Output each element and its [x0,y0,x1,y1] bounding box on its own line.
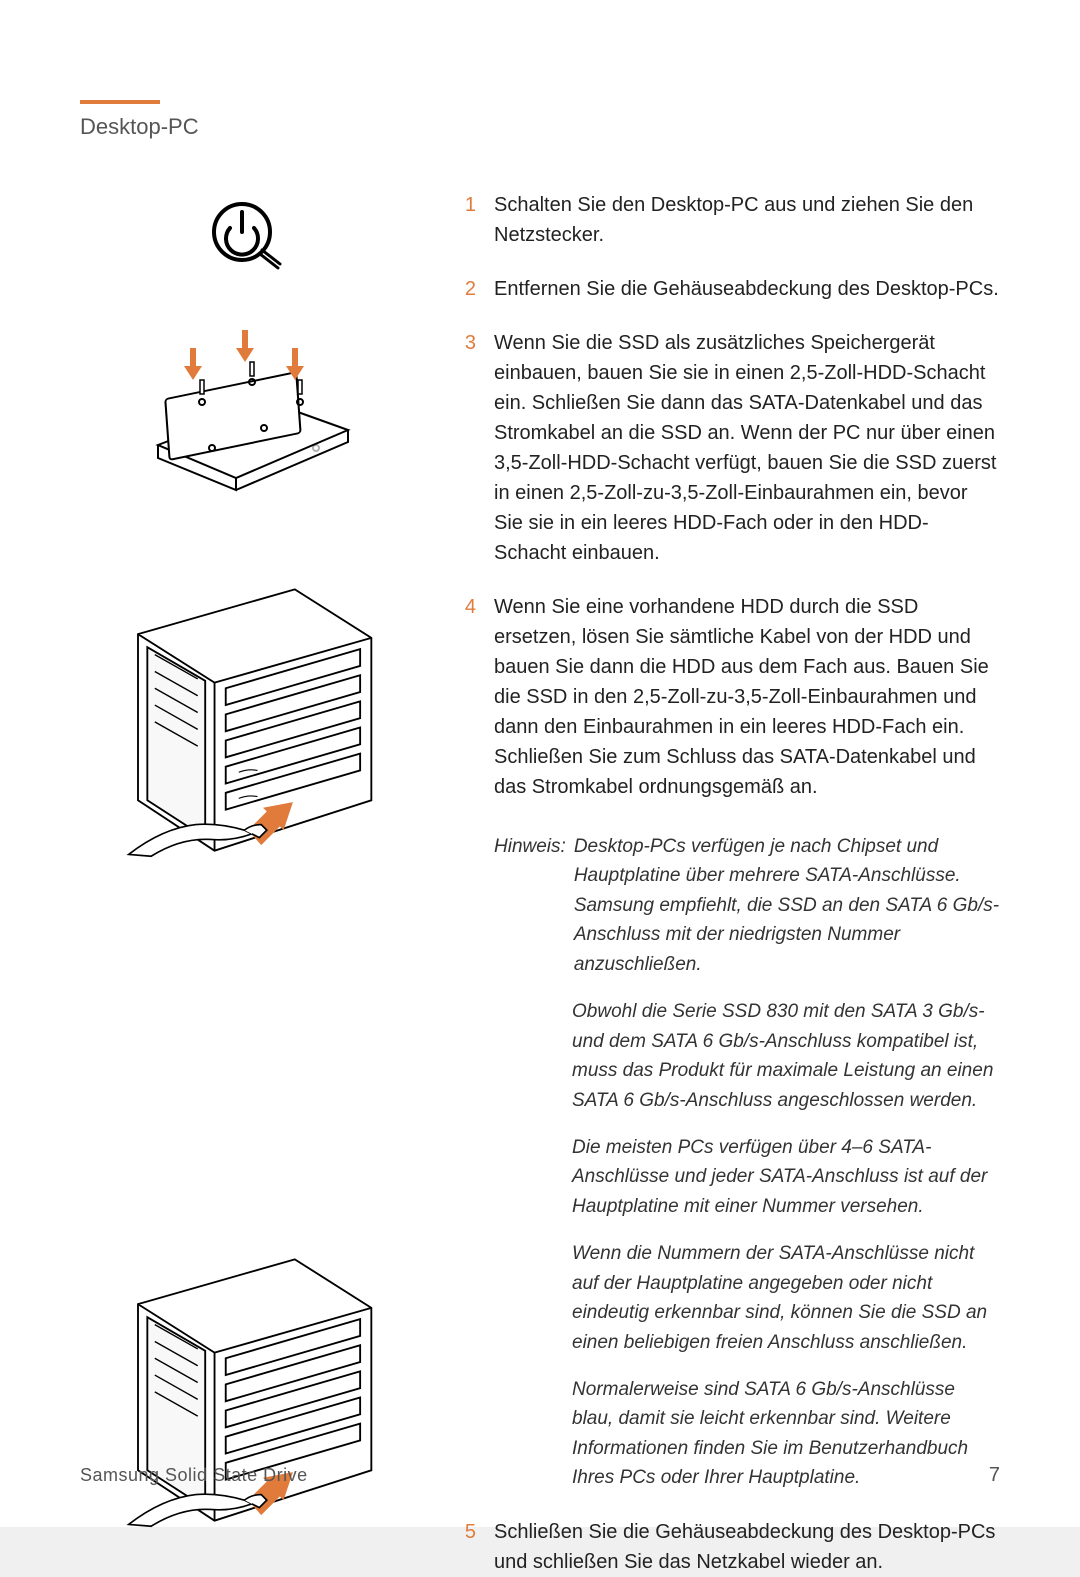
step-text: Entfernen Sie die Gehäuseabdeckung des D… [494,274,999,304]
step-3: 3 Wenn Sie die SSD als zusätzliches Spei… [460,328,1000,568]
note-block: Hinweis: Desktop-PCs verfügen je nach Ch… [494,832,1000,1493]
note-body: Desktop-PCs verfügen je nach Chipset und… [574,832,1000,979]
step-4: 4 Wenn Sie eine vorhandene HDD durch die… [460,592,1000,802]
step-text: Wenn Sie eine vorhandene HDD durch die S… [494,592,1000,802]
page-footer: Samsung Solid State Drive 7 [80,1464,1000,1487]
power-icon-illustration [110,190,390,290]
footer-page-number: 7 [989,1464,1000,1487]
step-text: Schließen Sie die Gehäuseabdeckung des D… [494,1517,1000,1577]
note-first-row: Hinweis: Desktop-PCs verfügen je nach Ch… [494,832,1000,979]
note-paragraph: Die meisten PCs verfügen über 4–6 SATA-A… [572,1133,1000,1221]
footer-brand: Samsung Solid State Drive [80,1465,308,1486]
note-paragraph: Wenn die Nummern der SATA-Anschlüsse nic… [572,1239,1000,1357]
content-row: 1 Schalten Sie den Desktop-PC aus und zi… [80,190,1000,1577]
drive-bay-illustration-1 [110,570,390,870]
step-number: 5 [460,1517,476,1547]
step-number: 2 [460,274,476,304]
step-number: 4 [460,592,476,622]
step-2: 2 Entfernen Sie die Gehäuseabdeckung des… [460,274,1000,304]
heading-accent-bar [80,100,160,104]
step-1: 1 Schalten Sie den Desktop-PC aus und zi… [460,190,1000,250]
note-label: Hinweis: [494,832,566,979]
instructions-column: 1 Schalten Sie den Desktop-PC aus und zi… [460,190,1000,1577]
step-number: 1 [460,190,476,220]
step-text: Wenn Sie die SSD als zusätzliches Speich… [494,328,1000,568]
illustration-column [80,190,420,1577]
section-heading: Desktop-PC [80,114,1000,140]
bracket-illustration [110,330,390,530]
drive-bay-illustration-2 [110,1240,390,1540]
step-number: 3 [460,328,476,358]
step-text: Schalten Sie den Desktop-PC aus und zieh… [494,190,1000,250]
page: Desktop-PC [0,0,1080,1527]
note-paragraph: Obwohl die Serie SSD 830 mit den SATA 3 … [572,997,1000,1115]
step-5: 5 Schließen Sie die Gehäuseabdeckung des… [460,1517,1000,1577]
